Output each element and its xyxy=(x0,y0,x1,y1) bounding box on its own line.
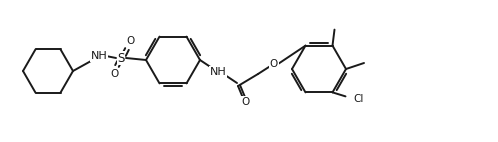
Text: S: S xyxy=(118,52,124,64)
Text: NH: NH xyxy=(210,67,227,77)
Text: O: O xyxy=(110,69,118,79)
Text: NH: NH xyxy=(91,51,108,61)
Text: O: O xyxy=(126,36,134,46)
Text: Cl: Cl xyxy=(354,94,364,104)
Text: O: O xyxy=(270,59,278,69)
Text: O: O xyxy=(241,97,249,107)
